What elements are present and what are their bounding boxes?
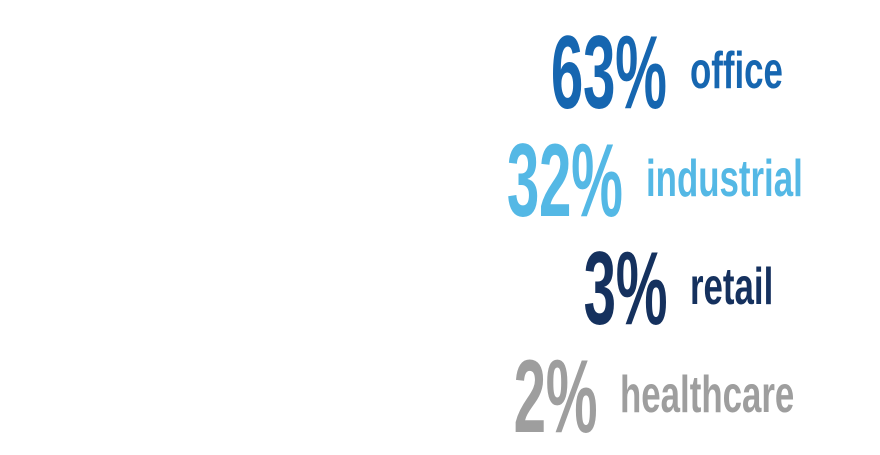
stat-row-industrial: 32% industrial — [0, 127, 880, 235]
stat-value: 2% — [513, 339, 597, 455]
stat-label-container: industrial — [646, 153, 880, 205]
stat-value: 32% — [507, 123, 623, 239]
stat-label-container: healthcare — [620, 369, 880, 421]
stat-label: industrial — [645, 150, 803, 208]
stat-value-container: 32% — [0, 129, 623, 233]
stat-value-container: 3% — [0, 237, 667, 341]
stat-value: 3% — [583, 231, 667, 347]
stat-label: healthcare — [619, 366, 795, 424]
stat-value-container: 63% — [0, 21, 667, 125]
stat-label: office — [690, 42, 783, 100]
percentage-breakdown-chart: 63% office 32% industrial 3% retail 2% h… — [0, 19, 880, 451]
stat-row-retail: 3% retail — [0, 235, 880, 343]
stat-value: 63% — [551, 15, 667, 131]
stat-row-office: 63% office — [0, 19, 880, 127]
stat-label-container: retail — [690, 261, 814, 313]
stat-label: retail — [690, 258, 774, 316]
stat-label-container: office — [690, 45, 829, 97]
stat-value-container: 2% — [0, 345, 597, 449]
stat-row-healthcare: 2% healthcare — [0, 343, 880, 451]
